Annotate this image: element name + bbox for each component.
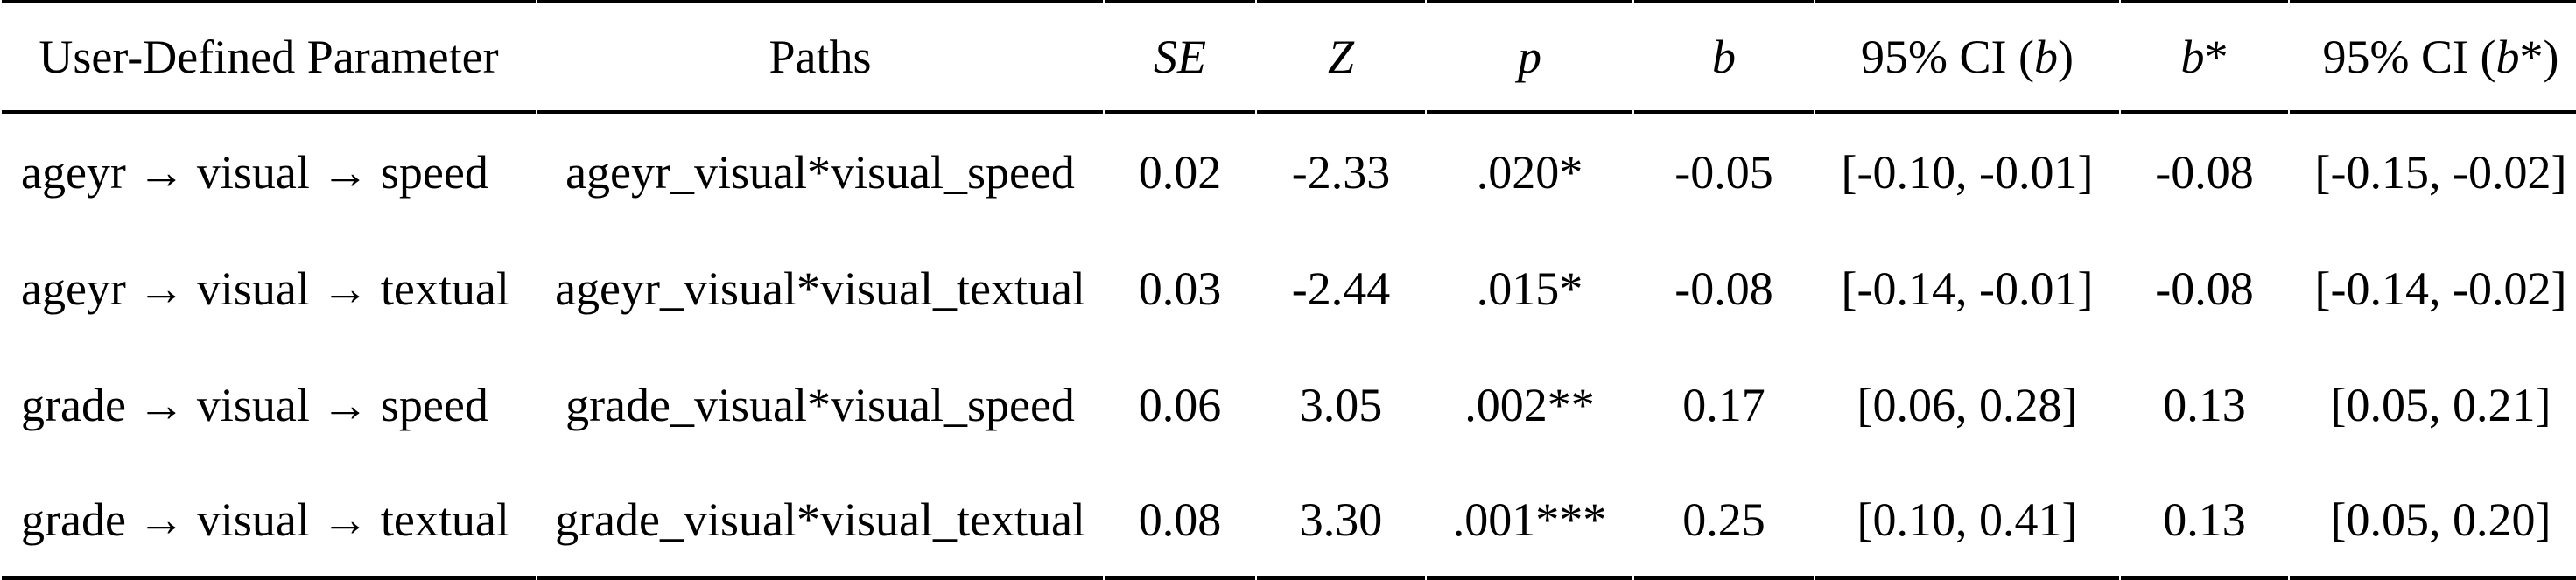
cell-path: ageyr_visual*visual_speed xyxy=(565,145,1075,199)
cell-se: 0.08 xyxy=(1105,464,1255,580)
cell-parameter: grade → visual → textual xyxy=(2,464,536,580)
cell-p: .020* xyxy=(1476,145,1583,199)
column-header-ci-b-star: 95% CI (b*) xyxy=(2290,0,2576,114)
cell-ci-b-star: [0.05, 0.21] xyxy=(2330,379,2551,432)
table-body: ageyr → visual → speed ageyr_visual*visu… xyxy=(2,114,2576,580)
header-text: Paths xyxy=(769,31,872,83)
cell-z: -2.44 xyxy=(1291,262,1391,315)
table-header: User-Defined Parameter Paths SE Z p b 95… xyxy=(2,0,2576,114)
cell-z: 3.05 xyxy=(1299,379,1383,432)
cell-ci-b: [-0.14, -0.01] xyxy=(1841,262,2094,315)
header-suffix: ) xyxy=(2057,31,2074,83)
header-symbol: b xyxy=(1712,31,1736,83)
table-row: ageyr → visual → textual ageyr_visual*vi… xyxy=(2,230,2576,346)
column-header-z: Z xyxy=(1257,0,1425,114)
cell-se: 0.03 xyxy=(1138,262,1222,315)
header-row: User-Defined Parameter Paths SE Z p b 95… xyxy=(2,0,2576,114)
cell-b-star: 0.13 xyxy=(2121,464,2288,580)
column-header-ci-b: 95% CI (b) xyxy=(1815,0,2119,114)
cell-b: -0.08 xyxy=(1674,262,1773,315)
cell-path: grade_visual*visual_textual xyxy=(537,464,1103,580)
cell-p: .002** xyxy=(1464,379,1595,432)
header-text: User-Defined Parameter xyxy=(39,31,499,83)
cell-b: -0.05 xyxy=(1674,145,1773,199)
column-header-parameter: User-Defined Parameter xyxy=(2,0,536,114)
header-symbol: p xyxy=(1518,31,1541,83)
cell-z: 3.30 xyxy=(1257,464,1425,580)
cell-se: 0.02 xyxy=(1138,145,1222,199)
cell-ci-b-star: [-0.15, -0.02] xyxy=(2314,145,2567,199)
cell-b-star: -0.08 xyxy=(2155,145,2254,199)
cell-b-star: -0.08 xyxy=(2155,262,2254,315)
column-header-paths: Paths xyxy=(537,0,1103,114)
cell-ci-b: [0.06, 0.28] xyxy=(1857,379,2078,432)
cell-parameter: grade → visual → speed xyxy=(21,379,488,432)
cell-b: 0.17 xyxy=(1682,379,1765,432)
table-row: grade → visual → textual grade_visual*vi… xyxy=(2,464,2576,580)
column-header-p: p xyxy=(1427,0,1632,114)
table-row: ageyr → visual → speed ageyr_visual*visu… xyxy=(2,114,2576,230)
cell-b-star: 0.13 xyxy=(2163,379,2246,432)
cell-parameter: ageyr → visual → speed xyxy=(21,145,488,199)
header-text: 95% CI ( xyxy=(1861,31,2034,83)
cell-parameter: ageyr → visual → textual xyxy=(21,262,509,315)
column-header-se: SE xyxy=(1105,0,1255,114)
header-suffix: * xyxy=(2204,31,2229,83)
cell-ci-b-star: [-0.14, -0.02] xyxy=(2314,262,2567,315)
header-text: 95% CI ( xyxy=(2322,31,2496,83)
cell-p: .001*** xyxy=(1427,464,1632,580)
column-header-b: b xyxy=(1634,0,1814,114)
header-symbol: SE xyxy=(1154,31,1206,83)
table-row: grade → visual → speed grade_visual*visu… xyxy=(2,347,2576,464)
cell-ci-b-star: [0.05, 0.20] xyxy=(2290,464,2576,580)
header-symbol: Z xyxy=(1327,31,1355,83)
cell-z: -2.33 xyxy=(1291,145,1391,199)
header-symbol: b xyxy=(2180,31,2205,83)
header-symbol: b xyxy=(2495,31,2520,83)
cell-se: 0.06 xyxy=(1138,379,1222,432)
header-symbol: b xyxy=(2033,31,2058,83)
column-header-b-star: b* xyxy=(2121,0,2288,114)
cell-ci-b: [0.10, 0.41] xyxy=(1815,464,2119,580)
header-suffix: *) xyxy=(2519,31,2559,83)
cell-path: ageyr_visual*visual_textual xyxy=(555,262,1085,315)
cell-path: grade_visual*visual_speed xyxy=(565,379,1075,432)
cell-p: .015* xyxy=(1476,262,1583,315)
cell-b: 0.25 xyxy=(1634,464,1814,580)
cell-ci-b: [-0.10, -0.01] xyxy=(1841,145,2094,199)
